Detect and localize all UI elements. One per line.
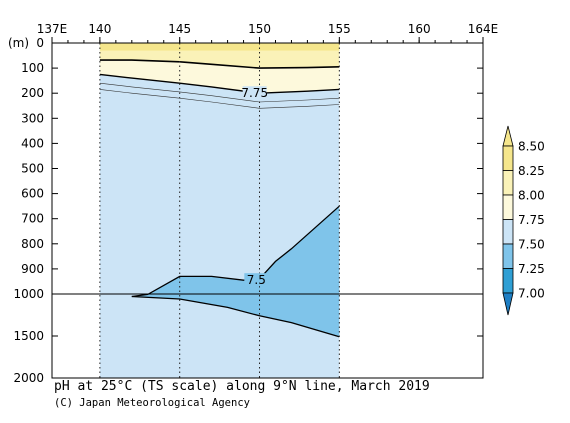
- station-lines: [99, 43, 340, 378]
- y-tick-label: 900: [21, 262, 44, 276]
- y-tick-label: 1500: [13, 329, 44, 343]
- y-tick-label: 300: [21, 111, 44, 125]
- colorbar-band: [502, 145, 514, 171]
- credit-text: (C) Japan Meteorological Agency: [54, 397, 250, 409]
- colorbar-label: 8.25: [518, 164, 545, 178]
- colorbar-label: 8.00: [518, 189, 545, 203]
- chart-title: pH at 25°C (TS scale) along 9°N line, Ma…: [54, 379, 430, 394]
- contour-line-8: [99, 59, 340, 69]
- contour-line-minor-1: [99, 82, 340, 103]
- y-tick-label: 800: [21, 237, 44, 251]
- colorbar-label: 7.50: [518, 238, 545, 252]
- colorbar-label: 7.75: [518, 213, 545, 227]
- contour-line-layer: [99, 59, 340, 338]
- colorbar-bottom-arrow: [502, 292, 514, 316]
- contour-labels: 7.75 7.5: [241, 86, 269, 287]
- contour-label: 7.5: [247, 273, 266, 287]
- contour-label: 7.75: [241, 86, 268, 100]
- x-tick-label: 140: [88, 22, 111, 36]
- y-tick-label: 400: [21, 136, 44, 150]
- colorbar-band: [502, 194, 514, 220]
- x-tick-label: 145: [168, 22, 191, 36]
- y-tick-label: 100: [21, 61, 44, 75]
- colorbar-band: [502, 170, 514, 196]
- colorbar: 8.50 8.25 8.00 7.75 7.50 7.25 7.00: [502, 125, 545, 316]
- y-tick-label: 700: [21, 212, 44, 226]
- contour-label-bg: [244, 273, 269, 287]
- colorbar-band: [502, 219, 514, 245]
- colorbar-band: [502, 243, 514, 269]
- y-tick-label: 1000: [13, 287, 44, 301]
- colorbar-band: [502, 268, 514, 294]
- fill-band-7.50-7.75: [99, 43, 340, 378]
- x-tick-label: 137E: [37, 22, 68, 36]
- colorbar-label: 7.25: [518, 262, 545, 276]
- y-axis-label: (m): [8, 36, 29, 50]
- y-tick-label: 600: [21, 187, 44, 201]
- y-tick-label: 2000: [13, 371, 44, 385]
- y-tick-label: 0: [36, 36, 44, 50]
- fill-band-7.25-7.50: [131, 206, 340, 337]
- plot-frame: [51, 42, 484, 379]
- x-tick-label: 160: [408, 22, 431, 36]
- contour-label-bg: [242, 86, 267, 100]
- contour-line-7.5-lower: [131, 295, 340, 338]
- colorbar-label: 8.50: [518, 140, 545, 154]
- axes: 137E 140 145 150 155 160 164E 0 100 200 300 400 500 6…: [8, 22, 498, 385]
- colorbar-top-arrow: [502, 125, 514, 147]
- contour-line-minor-2: [99, 89, 340, 109]
- x-tick-label: 155: [328, 22, 351, 36]
- colorbar-label: 7.00: [518, 287, 545, 301]
- fill-band-8.25-8.50: [99, 43, 340, 51]
- x-tick-label: 164E: [468, 22, 499, 36]
- y-tick-label: 500: [21, 162, 44, 176]
- contour-line-7.75: [99, 73, 340, 94]
- contour-fill-layer: [99, 43, 340, 378]
- x-tick-label: 150: [248, 22, 271, 36]
- y-tick-label: 200: [21, 86, 44, 100]
- contour-line-7.5-upper: [131, 205, 340, 298]
